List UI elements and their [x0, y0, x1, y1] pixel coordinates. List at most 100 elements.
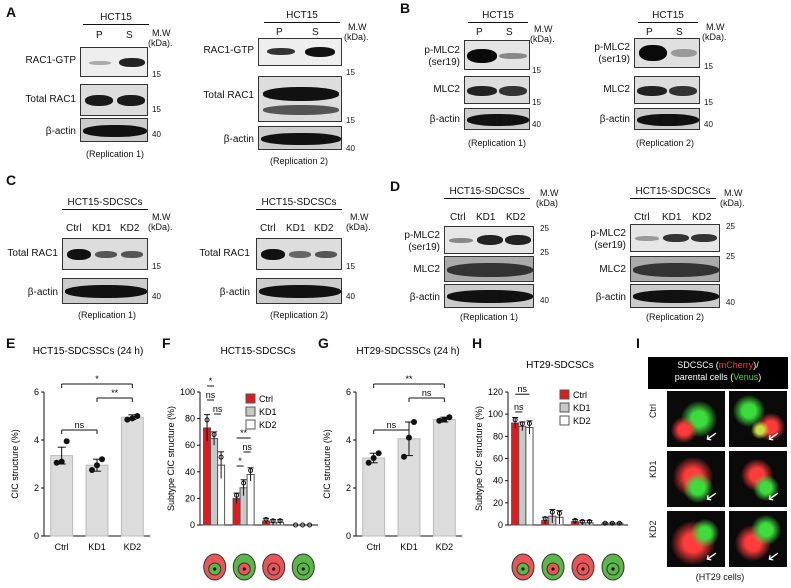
fluorescent-cell	[691, 519, 719, 547]
y-tick-label: 4	[346, 435, 351, 445]
significance-label: **	[405, 374, 413, 384]
blot-total-rac1	[62, 238, 148, 270]
legend-swatch	[245, 419, 256, 430]
blot-label-pmlc2: p-MLC2	[424, 45, 460, 56]
chart-h: 0 20 40 60 80 100 120 Subtype CIC structure (%)…	[474, 360, 628, 581]
blot-label-beta-actin: β-actin	[223, 134, 254, 145]
legend-label: Ctrl	[259, 394, 273, 404]
bar	[120, 416, 144, 537]
bar	[518, 425, 527, 526]
mw-marker-40: 40	[152, 292, 161, 301]
blot-label-pmlc2-site: (ser19)	[408, 242, 440, 253]
mw-marker-15: 15	[152, 105, 161, 114]
lane-label-kd2: KD2	[506, 212, 526, 223]
lane-label-s: S	[126, 30, 133, 41]
data-point	[307, 522, 313, 528]
y-tick-label: 40	[493, 476, 503, 486]
fluorescent-cell	[683, 473, 713, 503]
mw-marker-40: 40	[726, 298, 735, 307]
micrograph-row-label: KD2	[648, 520, 658, 538]
data-point	[375, 450, 382, 457]
significance-label: ns	[518, 384, 528, 394]
title-underline	[256, 209, 342, 210]
chart-title: HT29-SDCSCs	[526, 360, 594, 371]
data-point	[602, 520, 608, 526]
data-point	[370, 455, 377, 461]
data-point	[519, 421, 525, 427]
bar	[511, 422, 520, 526]
y-axis-label: Subtype CIC structure (%)	[166, 406, 176, 511]
panel-letter-h: H	[472, 335, 483, 351]
data-point	[365, 459, 372, 466]
lane-label-kd1: KD1	[286, 223, 306, 234]
y-tick-label: 0	[346, 531, 351, 541]
blot-label-beta-actin: β-actin	[429, 114, 460, 125]
lane-label-ctrl: Ctrl	[260, 223, 276, 234]
cell-schematic-nucleus	[213, 567, 217, 571]
y-tick-label: 80	[493, 431, 503, 441]
blot-rac1-gtp	[80, 47, 148, 77]
data-point	[211, 432, 217, 438]
blot-label-total-rac1: Total RAC1	[199, 248, 250, 259]
mw-marker-15: 15	[152, 262, 161, 271]
lane-label-kd2: KD2	[120, 223, 140, 234]
y-tick-label: 0	[190, 520, 195, 530]
mw-marker-25: 25	[726, 252, 735, 261]
lane-label-p: P	[476, 27, 483, 38]
panel-letter-b: B	[400, 0, 411, 16]
blot-total-rac1	[256, 238, 342, 270]
cell-line-title: HCT15-SDCSCs	[261, 197, 337, 208]
panel-i-caption: (HT29 cells)	[695, 572, 745, 582]
significance-label: **	[111, 388, 119, 398]
micrograph-image: ←	[666, 450, 726, 508]
x-tick-label: KD1	[88, 542, 106, 552]
micrograph-image: ←	[666, 510, 726, 568]
blot-label-mlc2: MLC2	[413, 264, 440, 275]
data-point	[53, 459, 60, 466]
replication-caption: (Replication 2)	[269, 310, 329, 320]
data-point	[270, 518, 276, 524]
replication-caption: (Replication 1)	[85, 149, 145, 159]
mw-marker-15: 15	[532, 66, 541, 75]
significance-label: *	[209, 376, 213, 386]
title-underline	[264, 22, 340, 23]
micrograph-image: ←	[666, 390, 726, 448]
data-point	[411, 419, 417, 425]
data-point	[89, 467, 95, 473]
replication-caption: (Replication 2)	[635, 138, 695, 148]
mw-marker-15: 15	[152, 70, 161, 79]
data-point	[63, 438, 70, 445]
y-tick-label: 2	[34, 483, 39, 493]
lane-label-kd1: KD1	[662, 212, 682, 223]
x-tick-label: KD2	[124, 542, 142, 552]
mw-label: M.W	[724, 188, 743, 198]
blot-beta-actin	[258, 126, 342, 150]
title-underline	[468, 22, 528, 23]
blot-pmlc2	[464, 40, 530, 70]
cell-schematic-nucleus	[272, 567, 276, 571]
chart-g: 0 2 4 6 CIC structure (%) HT29-SDCSSCs (24 h)…	[322, 346, 462, 552]
blot-label-rac1-gtp: RAC1-GTP	[203, 45, 254, 56]
blot-pmlc2	[444, 226, 534, 254]
lane-label-kd1: KD1	[476, 212, 496, 223]
data-point	[609, 520, 615, 526]
significance-label: ns	[242, 442, 252, 452]
y-tick-label: 100	[180, 387, 195, 397]
kda-label: (kDa).	[148, 38, 173, 48]
micrograph-row-label: KD1	[648, 460, 658, 478]
data-point	[406, 434, 412, 441]
y-tick-label: 0	[498, 520, 503, 530]
data-point	[241, 480, 247, 486]
blot-label-beta-actin: β-actin	[27, 287, 58, 298]
cell-schematic-nucleus	[242, 567, 246, 571]
micrograph-image: ←	[728, 390, 788, 448]
data-point	[549, 509, 555, 515]
kda-label: (kDa)	[536, 198, 558, 208]
blot-label-mlc2: MLC2	[603, 84, 630, 95]
y-tick-label: 4	[34, 435, 39, 445]
y-tick-label: 60	[493, 454, 503, 464]
cell-line-title: HCT15-SDCSCs	[449, 186, 525, 197]
legend-swatch	[559, 415, 570, 426]
mw-label: M.W	[350, 212, 369, 222]
bar	[525, 426, 534, 526]
